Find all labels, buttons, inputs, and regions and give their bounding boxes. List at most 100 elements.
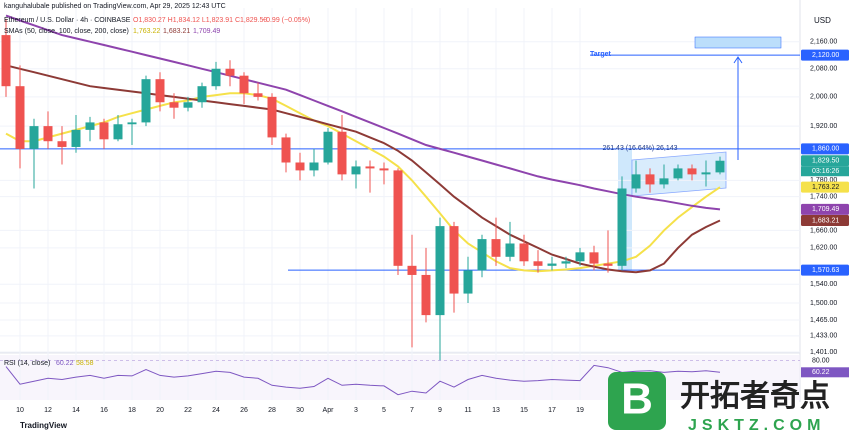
y-tick-label: 1,740.00	[810, 194, 837, 201]
x-tick-label: 10	[16, 407, 24, 414]
measure-box	[694, 36, 782, 49]
rsi-tick-label: 80.00	[812, 358, 830, 365]
change: −0.99 (−0.05%)	[262, 17, 310, 24]
candle-body	[715, 160, 725, 173]
currency: USD	[814, 16, 831, 25]
candle-body	[393, 170, 403, 266]
candle-body	[267, 96, 277, 138]
candle-body	[99, 122, 109, 140]
price-tag	[801, 214, 849, 226]
candle-body	[519, 243, 529, 262]
x-tick-label: 18	[128, 407, 136, 414]
candle-body	[477, 239, 487, 271]
candle-body	[379, 168, 389, 171]
candle-body	[155, 79, 165, 103]
candle-body	[1, 35, 11, 87]
rsi-ma: 58.58	[76, 360, 94, 367]
candle-body	[85, 122, 95, 130]
ma-line	[5, 14, 721, 211]
candle-body	[225, 68, 235, 76]
candle-body	[211, 68, 221, 87]
countdown-tag	[801, 166, 849, 177]
y-tick-label: 2,080.00	[810, 66, 837, 73]
price-tag-label: 1,570.63	[812, 267, 839, 274]
x-tick-label: 13	[492, 407, 500, 414]
x-tick-label: 3	[354, 407, 358, 414]
rsi-value: 60.22	[56, 360, 74, 367]
candle-body	[113, 124, 123, 140]
y-tick-label: 1,500.00	[810, 300, 837, 307]
ma-line	[5, 92, 721, 273]
x-tick-label: 15	[520, 407, 528, 414]
price-tag	[801, 203, 849, 215]
candle-body	[673, 168, 683, 179]
y-tick-label: 1,433.00	[810, 333, 837, 340]
watermark-name: 开拓者奇点	[680, 380, 830, 413]
candle-body	[365, 166, 375, 169]
ohlc: O1,830.27 H1,834.12 L1,823.91 C1,829.50	[133, 17, 267, 24]
y-tick-label: 1,465.00	[810, 317, 837, 324]
candle-body	[645, 174, 655, 185]
candle-body	[449, 226, 459, 294]
x-tick-label: 28	[268, 407, 276, 414]
candle-body	[183, 102, 193, 108]
candle-body	[687, 168, 697, 175]
price-tag-label: 1,829.50	[812, 158, 839, 165]
candle-body	[253, 93, 263, 97]
candle-body	[505, 243, 515, 257]
candle-body	[659, 178, 669, 185]
sma-value: 1,763.22	[133, 28, 160, 35]
x-tick-label: 7	[410, 407, 414, 414]
candle-body	[533, 261, 543, 266]
candle-body	[127, 122, 137, 125]
x-tick-label: 5	[382, 407, 386, 414]
price-tag	[801, 264, 849, 276]
candle-body	[323, 131, 333, 163]
price-tag	[801, 155, 849, 167]
candle-body	[561, 261, 571, 264]
annotation: 261.43 (16.64%) 26,143	[602, 145, 677, 152]
x-tick-label: 16	[100, 407, 108, 414]
candle-body	[575, 252, 585, 262]
ma-line	[5, 64, 721, 274]
candle-body	[435, 226, 445, 316]
y-tick-label: 1,920.00	[810, 123, 837, 130]
x-tick-label: 22	[184, 407, 192, 414]
candle-body	[169, 102, 179, 108]
x-tick-label: 14	[72, 407, 80, 414]
price-tag-label: 2,120.00	[812, 52, 839, 59]
y-tick-label: 1,660.00	[810, 227, 837, 234]
candle-body	[351, 166, 361, 175]
y-tick-label: 1,620.00	[810, 245, 837, 252]
candle-body	[547, 263, 557, 266]
candle-body	[281, 137, 291, 163]
candle-body	[295, 162, 305, 171]
x-tick-label: 19	[576, 407, 584, 414]
publisher: kanguhalubale published on TradingView.c…	[4, 3, 226, 10]
y-tick-label: 1,780.00	[810, 177, 837, 184]
candle-body	[309, 162, 319, 171]
candle-body	[71, 129, 81, 147]
price-tag-label: 1,683.21	[812, 217, 839, 224]
candle-body	[491, 239, 501, 257]
candle-body	[15, 86, 25, 149]
price-tag-label: 1,763.22	[812, 184, 839, 191]
candle-body	[603, 263, 613, 266]
x-tick-label: 24	[212, 407, 220, 414]
footer: TradingView	[20, 421, 68, 430]
x-tick-label: 30	[296, 407, 304, 414]
watermark-site: JSKTZ.COM	[688, 417, 825, 434]
rsi-label: RSI (14, close)	[4, 360, 50, 367]
candle-body	[197, 86, 207, 103]
sma-value: 1,709.49	[193, 28, 220, 35]
candle-body	[29, 126, 39, 149]
candle-body	[617, 188, 627, 266]
candle-body	[337, 131, 347, 175]
candle-body	[407, 265, 417, 275]
x-tick-label: 12	[44, 407, 52, 414]
price-tag	[801, 181, 849, 193]
symbol: Ethereum / U.S. Dollar · 4h · COINBASE	[4, 17, 131, 24]
x-tick-label: 9	[438, 407, 442, 414]
x-tick-label: 20	[156, 407, 164, 414]
